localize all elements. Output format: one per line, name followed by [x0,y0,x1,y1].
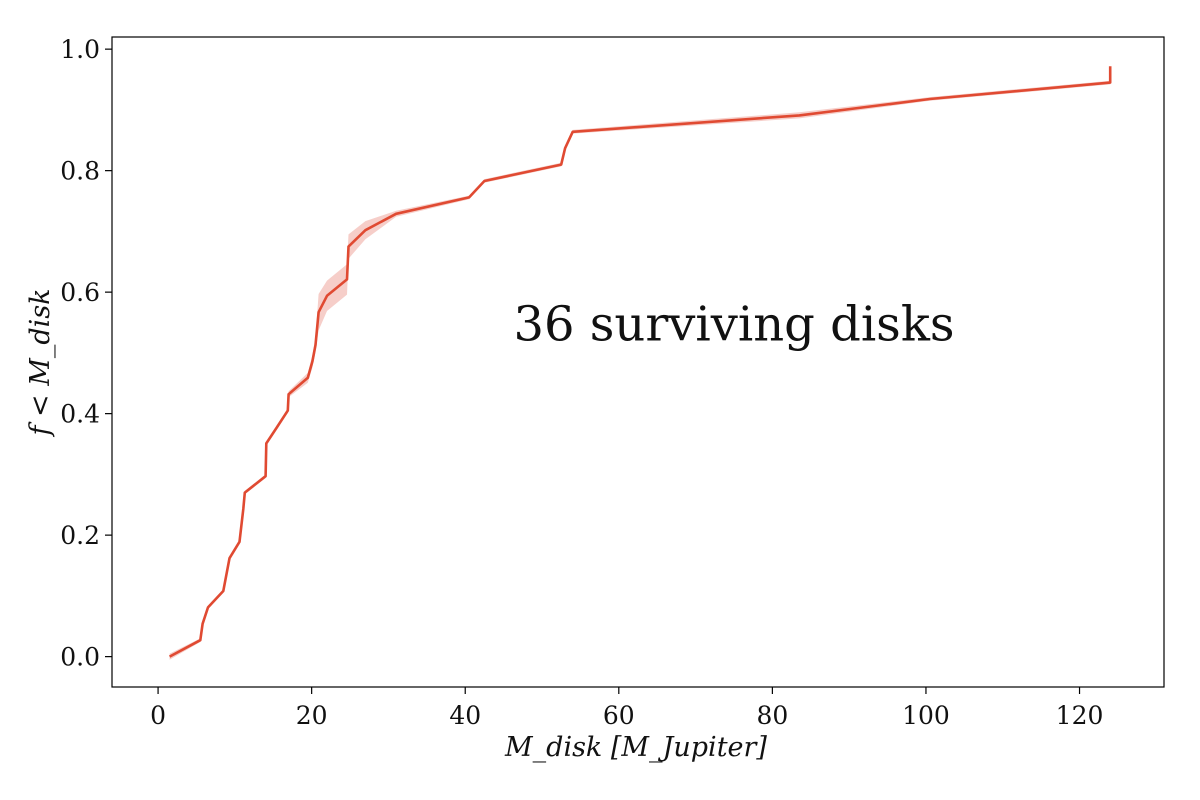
y-tick-label: 0.0 [60,643,100,672]
x-axis-label: M_disk [M_Jupiter] [504,732,767,763]
y-tick-label: 1.0 [60,35,100,64]
cdf-line-layer [168,66,1112,658]
cdf-line-0 [168,66,1112,658]
x-tick-label: 60 [603,701,635,730]
x-tick-label: 80 [756,701,788,730]
y-axis-ticks: 0.0 0.2 0.4 0.6 0.8 1.0 [60,35,112,672]
plot-frame [111,36,1165,688]
x-tick-label: 0 [150,701,166,730]
y-tick-label: 0.8 [60,157,100,186]
confidence-band-0 [169,64,1111,660]
x-tick-label: 100 [902,701,950,730]
confidence-band-layer [169,64,1111,660]
y-axis-label: f < M_disk [25,288,56,437]
y-tick-label: 0.6 [60,278,100,307]
x-tick-label: 20 [296,701,328,730]
annotation-surviving-disks: 36 surviving disks [513,297,954,353]
x-axis-ticks: 0 20 40 60 80 100 120 [150,687,1103,730]
x-tick-label: 40 [449,701,481,730]
y-tick-label: 0.4 [60,400,100,429]
y-tick-label: 0.2 [60,521,100,550]
x-tick-label: 120 [1056,701,1104,730]
